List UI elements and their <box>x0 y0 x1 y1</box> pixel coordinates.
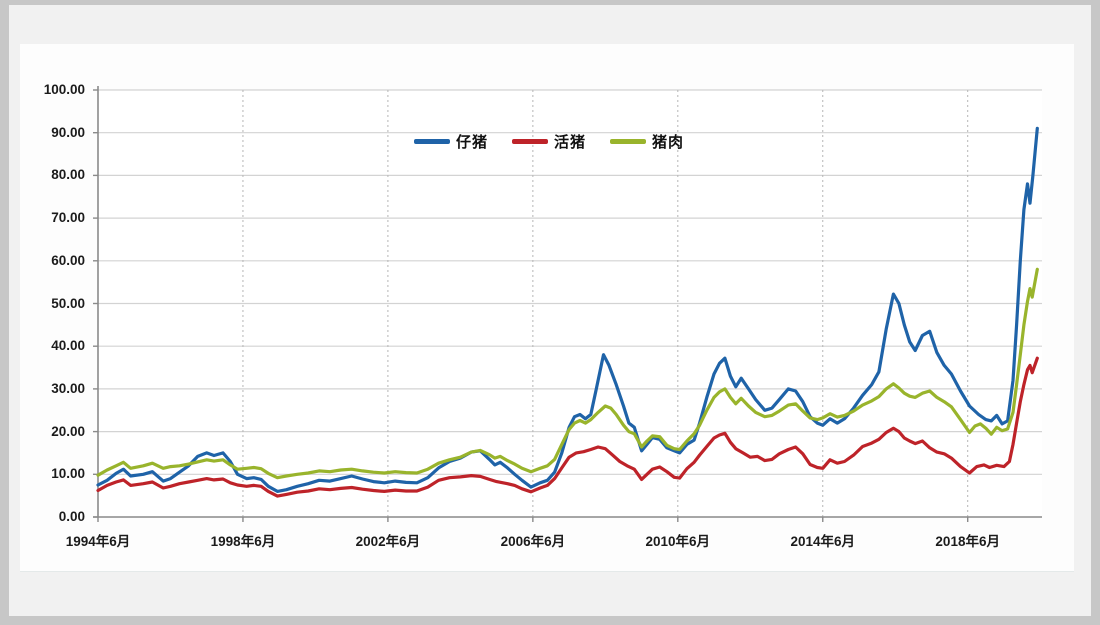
legend-label-live-hog: 活猪 <box>554 134 587 151</box>
y-axis-tick-label: 10.00 <box>51 466 85 482</box>
legend-label-piglet: 仔猪 <box>456 134 489 151</box>
x-axis-tick-label: 2014年6月 <box>790 534 856 549</box>
piglet-price-line <box>96 126 1039 493</box>
pork-line-swatch-icon <box>610 139 647 144</box>
y-axis-tick-label: 30.00 <box>51 380 85 396</box>
x-axis-tick-label: 1994年6月 <box>65 534 131 549</box>
y-axis-tick-label: 50.00 <box>51 295 85 311</box>
chart-legend: 仔猪 活猪 猪肉 <box>414 131 684 152</box>
live-hog-price-line <box>96 356 1039 498</box>
y-axis-tick-label: 70.00 <box>51 210 85 226</box>
y-axis-tick-label: 100.00 <box>43 82 85 97</box>
y-axis-tick-label: 20.00 <box>51 423 85 439</box>
x-axis-tick-label: 2002年6月 <box>355 534 421 549</box>
x-axis-tick-label: 2010年6月 <box>645 534 711 549</box>
y-axis-tick-label: 90.00 <box>51 124 85 140</box>
legend-item-pork: 猪肉 <box>610 131 684 152</box>
legend-label-pork: 猪肉 <box>652 134 685 151</box>
piglet-line-swatch-icon <box>414 139 450 144</box>
x-axis-tick-label: 2006年6月 <box>500 534 566 549</box>
y-axis-tick-label: 0.00 <box>58 509 85 524</box>
live-hog-line-swatch-icon <box>512 139 549 144</box>
legend-item-piglet: 仔猪 <box>414 131 488 152</box>
y-axis-tick-label: 80.00 <box>51 167 85 183</box>
x-axis-tick-label: 1998年6月 <box>210 534 276 549</box>
y-axis-labels: 0.00 10.00 20.00 30.00 40.00 50.00 60.00 70.00 8… <box>0 0 88 625</box>
pork-price-line <box>96 267 1039 480</box>
legend-item-live-hog: 活猪 <box>512 131 586 152</box>
x-axis-tick-label: 2018年6月 <box>935 534 1000 549</box>
y-axis-tick-label: 60.00 <box>51 252 85 268</box>
y-axis-tick-label: 40.00 <box>51 338 85 354</box>
